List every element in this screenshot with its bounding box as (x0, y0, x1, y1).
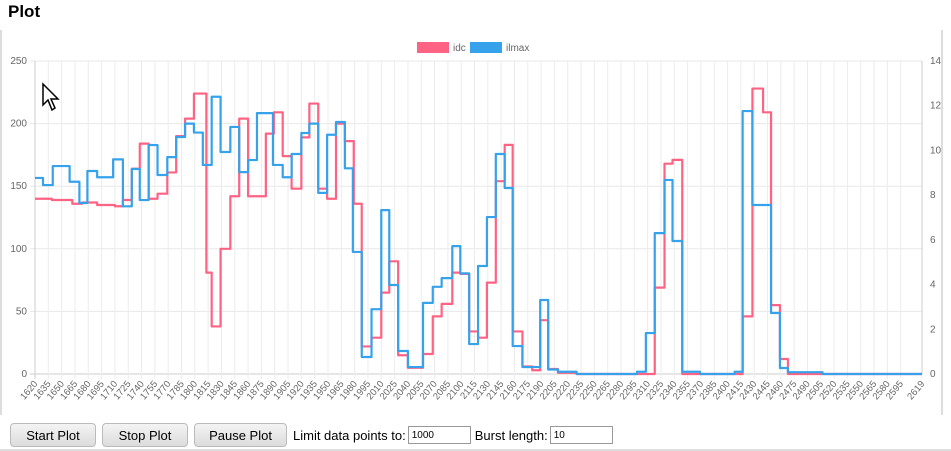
y-right-tick-label: 8 (930, 190, 936, 201)
series-line-ilmax (35, 95, 922, 376)
start-plot-button[interactable]: Start Plot (10, 423, 96, 447)
controls-bar: Start Plot Stop Plot Pause Plot Limit da… (10, 423, 613, 447)
y-right-tick-label: 2 (930, 324, 936, 335)
y-right-tick-label: 10 (930, 145, 942, 156)
y-right-tick-label: 0 (930, 369, 936, 380)
y-right-tick-label: 4 (930, 280, 936, 291)
mouse-cursor-icon (42, 82, 60, 112)
burst-length-input[interactable] (549, 426, 613, 444)
burst-length-label: Burst length: (474, 427, 548, 443)
y-right-tick-label: 14 (930, 56, 942, 67)
legend-swatch-ilmax (470, 42, 502, 53)
limit-data-points-input[interactable] (407, 426, 471, 444)
stop-plot-button[interactable]: Stop Plot (102, 423, 188, 447)
chart: 0501001502002500246810121416201635165016… (10, 42, 942, 402)
y-left-tick-label: 0 (21, 369, 27, 380)
y-left-tick-label: 250 (10, 56, 27, 67)
page-title: Plot (8, 2, 41, 21)
limit-data-points-label: Limit data points to: (293, 427, 406, 443)
x-tick-label: 2619 (905, 379, 927, 402)
y-left-tick-label: 50 (16, 306, 28, 317)
pause-plot-button[interactable]: Pause Plot (194, 423, 287, 447)
legend-label-ilmax: ilmax (506, 43, 529, 54)
y-right-tick-label: 6 (930, 235, 936, 246)
y-left-tick-label: 150 (10, 181, 27, 192)
plot-container (0, 30, 943, 415)
legend-label-idc: idc (453, 43, 466, 54)
y-left-tick-label: 100 (10, 244, 27, 255)
y-left-tick-label: 200 (10, 119, 27, 130)
divider (0, 449, 951, 451)
legend-swatch-idc (417, 42, 449, 53)
y-right-tick-label: 12 (930, 101, 942, 112)
